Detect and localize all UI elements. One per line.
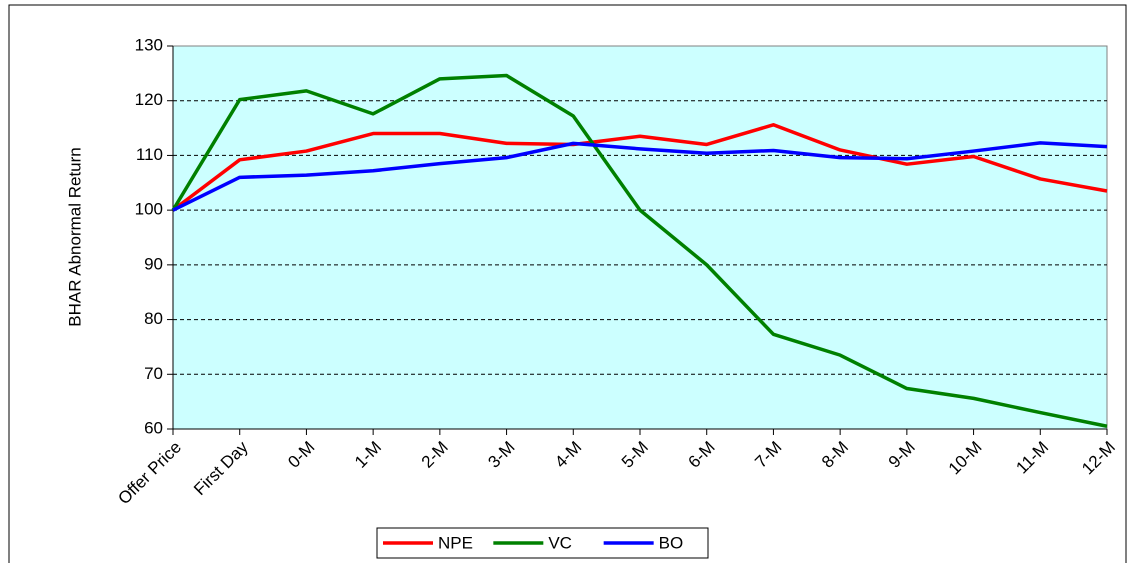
chart-border (8, 4, 1127, 563)
y-axis-label: BHAR Abnormal Return (65, 147, 84, 327)
x-tick-label: 9-M (885, 438, 919, 472)
x-tick-label: 1-M (351, 438, 385, 472)
legend-label: VC (548, 533, 572, 552)
x-tick-label: Offer Price (114, 438, 185, 509)
series-line (171, 73, 1108, 428)
y-tick-label: 90 (144, 254, 163, 273)
x-tick-label: 3-M (484, 438, 518, 472)
x-tick-label: 8-M (818, 438, 852, 472)
y-tick-label: 100 (135, 200, 163, 219)
x-tick-label: 0-M (284, 438, 318, 472)
x-tick-label: 6-M (685, 438, 719, 472)
legend-label: BO (659, 533, 684, 552)
y-tick-label: 130 (135, 35, 163, 54)
x-tick-label: 11-M (1012, 438, 1052, 478)
x-tick-label: 10-M (945, 438, 986, 479)
y-tick-label: 120 (135, 90, 163, 109)
series-line (171, 123, 1108, 212)
y-tick-label: 110 (136, 145, 163, 164)
y-tick-label: 60 (144, 418, 163, 437)
x-tick-label: 5-M (618, 438, 652, 472)
x-tick-label: 4-M (551, 438, 585, 472)
series-line (172, 141, 1108, 212)
y-tick-label: 80 (144, 309, 163, 328)
x-tick-label: 12-M (1078, 438, 1119, 479)
x-tick-label: 7-M (751, 438, 785, 472)
plot-area (172, 45, 1108, 430)
x-tick-label: 2-M (418, 438, 452, 472)
y-tick-label: 70 (144, 364, 163, 383)
legend-label: NPE (438, 533, 473, 552)
x-tick-label: First Day (190, 437, 252, 499)
